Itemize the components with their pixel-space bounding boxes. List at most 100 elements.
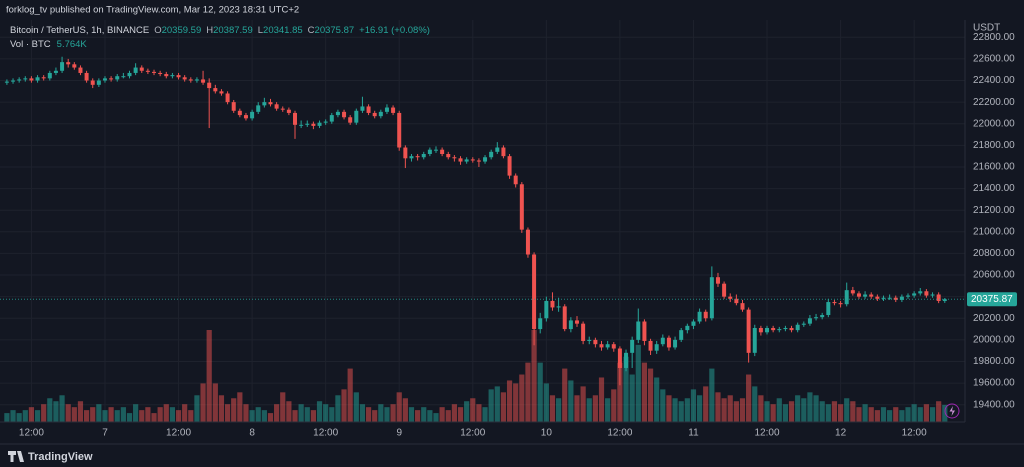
volume-bar: [525, 362, 531, 422]
candle-body: [673, 339, 678, 348]
legend-value: +16.91 (+0.08%): [359, 25, 430, 36]
volume-bar: [635, 344, 641, 422]
volume-bar: [739, 398, 746, 422]
volume-bar: [605, 398, 611, 422]
volume-bar: [102, 410, 108, 422]
candle-body: [35, 77, 40, 81]
legend-value: C: [308, 25, 315, 36]
candle-body: [225, 93, 230, 103]
candle-body: [893, 297, 898, 300]
candle-body: [899, 296, 904, 300]
volume-bar: [365, 407, 372, 422]
volume-bar: [415, 410, 421, 422]
candle-body: [452, 157, 457, 159]
volume-bar: [200, 383, 206, 422]
volume-bar: [390, 404, 396, 422]
candle-body: [783, 327, 788, 330]
candle-body: [360, 106, 365, 111]
volume-bar: [807, 392, 813, 422]
volume-bar: [298, 404, 304, 422]
candle-body: [924, 291, 929, 296]
candle-body: [305, 123, 310, 125]
volume-bar: [34, 410, 41, 422]
candle-body: [807, 318, 812, 324]
candle-body: [250, 111, 255, 119]
legend-line: Bitcoin / TetherUS, 1h, BINANCE O20359.59…: [10, 25, 430, 36]
volume-bar: [856, 407, 862, 422]
candle-body: [11, 80, 16, 82]
publisher: forklog_tv published on TradingView.com,…: [6, 5, 299, 16]
candle-body: [648, 340, 653, 351]
volume-bar: [175, 410, 182, 422]
volume-bar: [41, 404, 47, 422]
candle-body: [213, 88, 218, 92]
volume-bar: [421, 407, 427, 422]
candle-body: [881, 297, 886, 299]
candle-body: [838, 303, 843, 305]
candle-body: [415, 156, 420, 158]
volume-bar: [16, 413, 22, 422]
volume-bar: [280, 392, 286, 422]
legend-value: L: [258, 25, 263, 36]
candle-body: [286, 109, 291, 113]
candle-body: [391, 107, 396, 113]
volume-bar: [396, 392, 402, 422]
candle-body: [538, 318, 543, 330]
candle-body: [936, 294, 941, 301]
volume-bar: [690, 389, 697, 422]
symbol: Bitcoin / TetherUS, 1h, BINANCE: [10, 25, 149, 36]
volume-bar: [623, 356, 629, 422]
candle-body: [685, 325, 690, 331]
volume-bar: [887, 410, 893, 422]
volume-bar: [133, 404, 139, 422]
candle-body: [188, 79, 193, 81]
volume-bar: [47, 398, 53, 422]
candle-body: [746, 309, 751, 353]
y-tick-label: 20200.00: [973, 313, 1015, 324]
volume-title: Vol · BTC: [10, 39, 51, 50]
candle-body: [96, 80, 101, 85]
volume-bar: [850, 401, 856, 422]
candle-body: [440, 149, 445, 154]
volume-bar: [231, 398, 237, 422]
alert-icon[interactable]: [944, 403, 960, 419]
candle-body: [280, 108, 285, 110]
candle-body: [587, 339, 592, 341]
x-tick-label: 12:00: [166, 428, 191, 439]
candle-body: [875, 296, 880, 299]
candle-body: [863, 294, 868, 297]
volume-bar: [880, 407, 887, 422]
candle-body: [194, 79, 199, 81]
volume-bar: [795, 395, 801, 422]
legend-value: H: [206, 25, 213, 36]
volume-bar: [329, 407, 335, 422]
x-tick-label: 12:00: [19, 428, 44, 439]
candle-body: [568, 320, 573, 330]
candle-body: [464, 159, 469, 162]
volume-bar: [942, 404, 948, 422]
candle-body: [90, 80, 95, 85]
volume-bar: [568, 380, 574, 422]
candle-body: [930, 294, 935, 296]
volume-bar: [647, 368, 654, 422]
y-tick-label: 19400.00: [973, 399, 1015, 410]
y-tick-label: 21200.00: [973, 205, 1015, 216]
x-tick-label: 7: [102, 428, 108, 439]
volume-bar: [169, 407, 176, 422]
volume-bar: [556, 398, 562, 422]
candle-body: [176, 75, 181, 78]
candle-body: [256, 105, 261, 112]
candle-body: [262, 102, 267, 106]
volume-bar: [71, 407, 77, 422]
candle-body: [121, 76, 126, 78]
candle-body: [758, 327, 763, 333]
candle-body: [299, 124, 304, 126]
candle-body: [84, 72, 89, 81]
candle-body: [611, 344, 616, 349]
volume-bar: [758, 395, 764, 422]
last-price-tag: [967, 292, 1017, 307]
volume-bar: [108, 407, 114, 422]
candle-body: [740, 303, 745, 310]
volume-bar: [445, 410, 451, 422]
